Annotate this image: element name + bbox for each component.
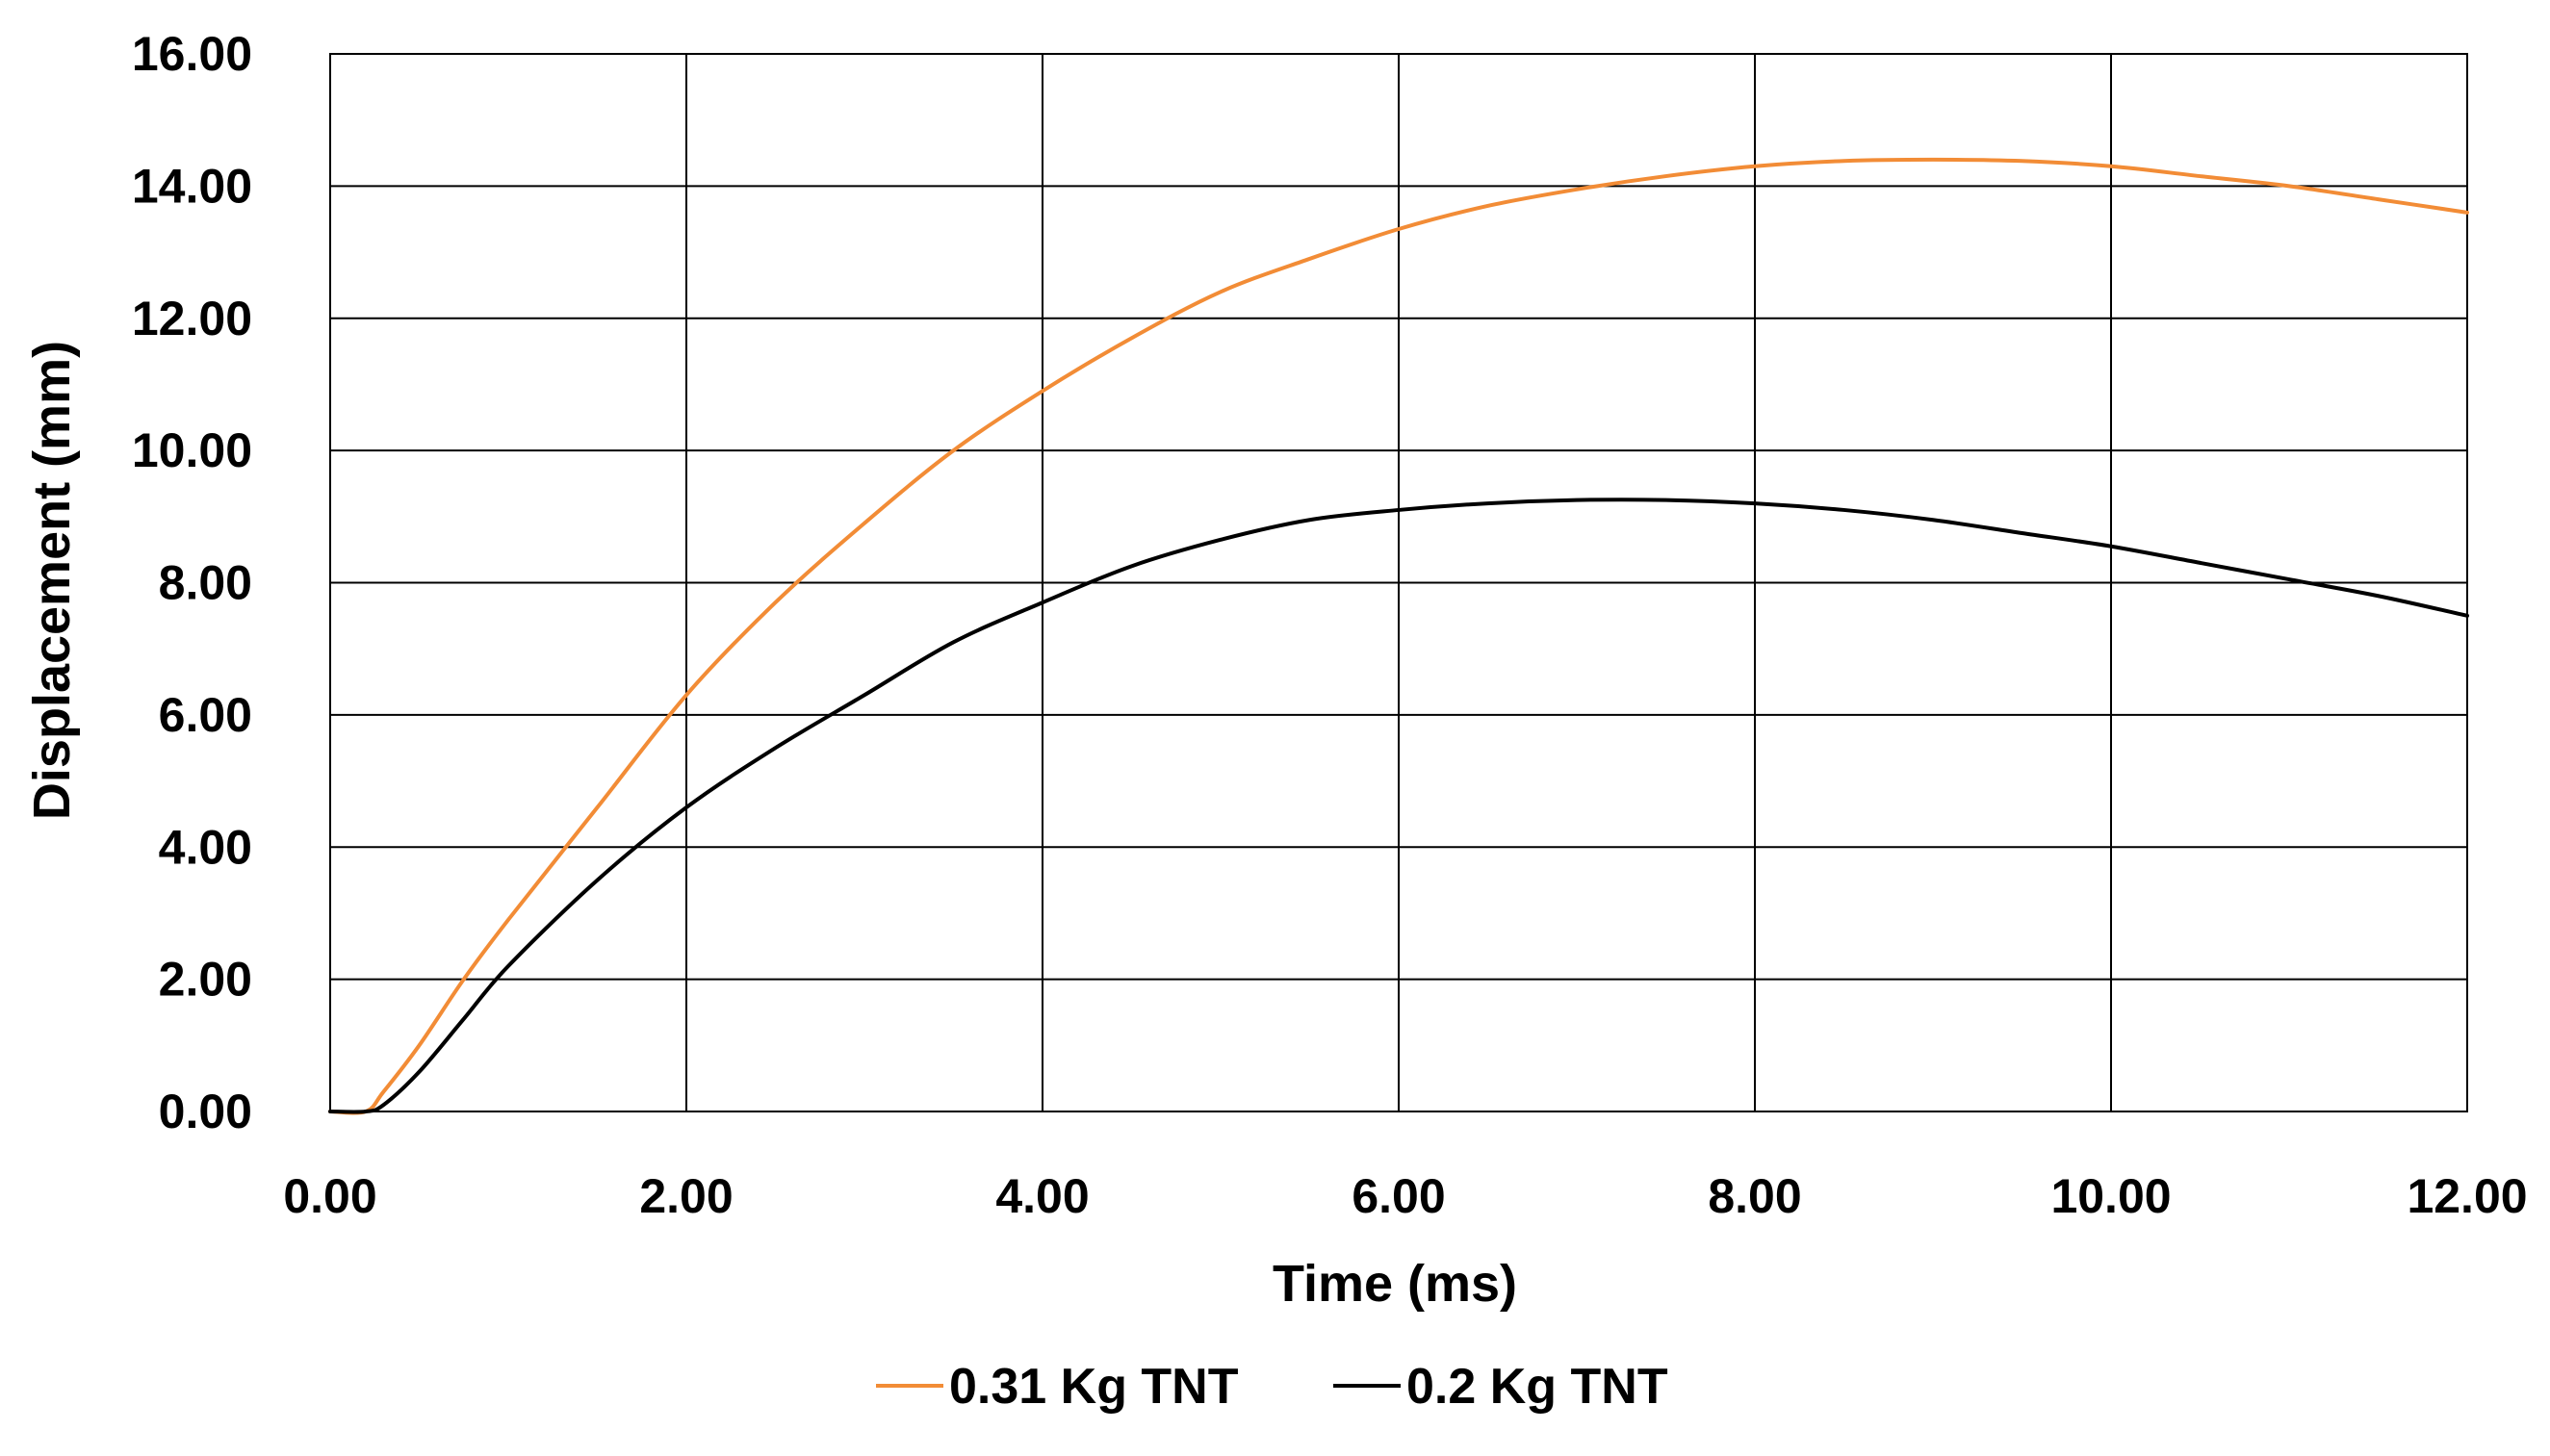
- y-tick-label: 10.00: [132, 423, 252, 477]
- x-axis-title: Time (ms): [1273, 1255, 1517, 1313]
- x-tick-label: 2.00: [639, 1169, 733, 1223]
- y-tick-label: 4.00: [159, 820, 252, 874]
- y-tick-label: 2.00: [159, 953, 252, 1007]
- legend-label: 0.2 Kg TNT: [1406, 1359, 1668, 1415]
- series-lines: [328, 157, 2469, 1115]
- y-tick-label: 0.00: [159, 1085, 252, 1138]
- x-tick-label: 6.00: [1352, 1169, 1445, 1223]
- legend-label: 0.31 Kg TNT: [949, 1359, 1239, 1415]
- y-tick-label: 8.00: [159, 556, 252, 610]
- y-tick-label: 16.00: [132, 27, 252, 81]
- y-tick-label: 12.00: [132, 292, 252, 345]
- y-axis-title: Displacement (mm): [23, 341, 81, 820]
- gridlines: [329, 53, 2468, 1112]
- y-tick-label: 14.00: [132, 159, 252, 213]
- x-tick-label: 4.00: [995, 1169, 1089, 1223]
- y-tick-label: 6.00: [159, 688, 252, 742]
- x-tick-label: 12.00: [2407, 1169, 2527, 1223]
- x-tick-labels: 0.00 2.00 4.00 6.00 8.00 10.00 12.00: [283, 1169, 2527, 1223]
- x-tick-label: 0.00: [283, 1169, 376, 1223]
- series-line-1: [328, 157, 2469, 1115]
- y-tick-labels: 0.00 2.00 4.00 6.00 8.00 10.00 12.00 14.00 16.00: [132, 27, 252, 1138]
- legend: 0.31 Kg TNT 0.2 Kg TNT: [876, 1359, 1668, 1415]
- series-line-2: [328, 498, 2469, 1114]
- x-tick-label: 8.00: [1708, 1169, 1801, 1223]
- x-tick-label: 10.00: [2050, 1169, 2171, 1223]
